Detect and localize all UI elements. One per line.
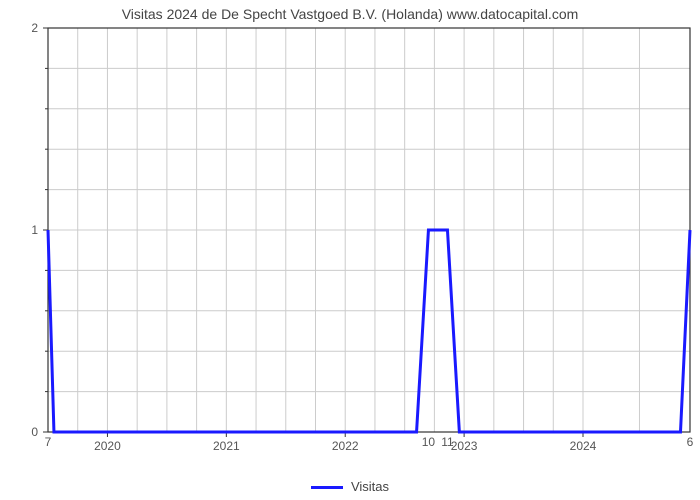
svg-text:6: 6 (687, 435, 694, 449)
svg-text:2022: 2022 (332, 439, 359, 453)
svg-text:0: 0 (31, 425, 38, 439)
svg-text:2021: 2021 (213, 439, 240, 453)
svg-text:1: 1 (31, 223, 38, 237)
svg-text:2023: 2023 (451, 439, 478, 453)
svg-text:2: 2 (31, 21, 38, 35)
svg-text:11: 11 (441, 435, 454, 449)
svg-text:2020: 2020 (94, 439, 121, 453)
legend-swatch (311, 486, 343, 489)
svg-text:7: 7 (45, 435, 52, 449)
legend-label: Visitas (351, 479, 389, 494)
svg-text:10: 10 (422, 435, 436, 449)
line-chart: 0 1 2 2020 2021 2022 2023 2024 7 10 11 6 (0, 0, 700, 500)
svg-text:2024: 2024 (570, 439, 597, 453)
chart-title: Visitas 2024 de De Specht Vastgoed B.V. … (0, 6, 700, 22)
legend: Visitas (0, 479, 700, 494)
